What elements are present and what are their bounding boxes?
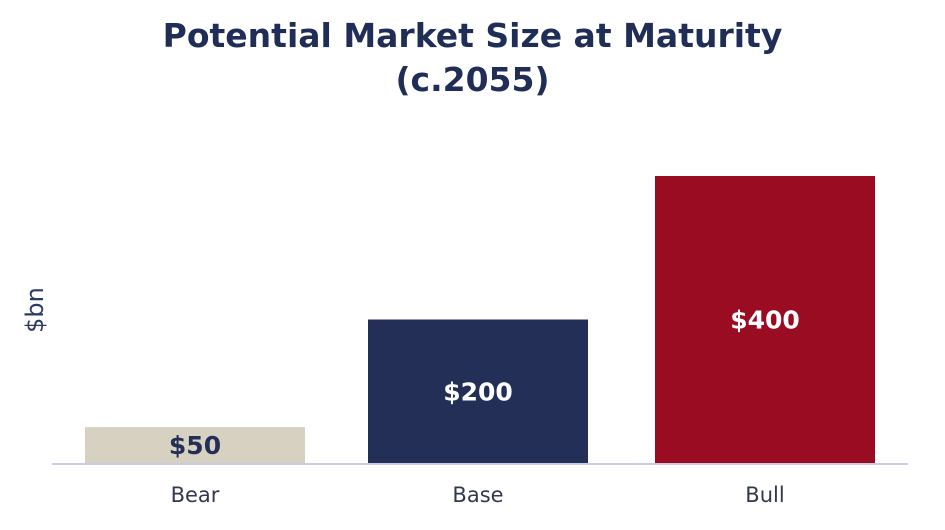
x-tick-label-bull: Bull <box>745 483 784 507</box>
x-tick-labels: Bear Base Bull <box>171 483 785 507</box>
chart-title: Potential Market Size at Maturity <box>162 16 783 55</box>
data-labels: $50 $200 $400 <box>169 306 800 461</box>
chart-subtitle: (c.2055) <box>395 60 550 99</box>
data-label-bull: $400 <box>730 306 800 335</box>
bar-bull <box>655 176 875 463</box>
data-label-base: $200 <box>443 377 513 406</box>
chart-title-block: Potential Market Size at Maturity (c.205… <box>0 14 945 102</box>
data-label-bear: $50 <box>169 431 221 460</box>
x-tick-label-base: Base <box>452 483 503 507</box>
bars-group <box>85 176 875 463</box>
y-axis-label: $bn <box>21 287 49 333</box>
bar-base <box>368 319 588 463</box>
bar-bear <box>85 427 305 463</box>
x-tick-label-bear: Bear <box>171 483 220 507</box>
